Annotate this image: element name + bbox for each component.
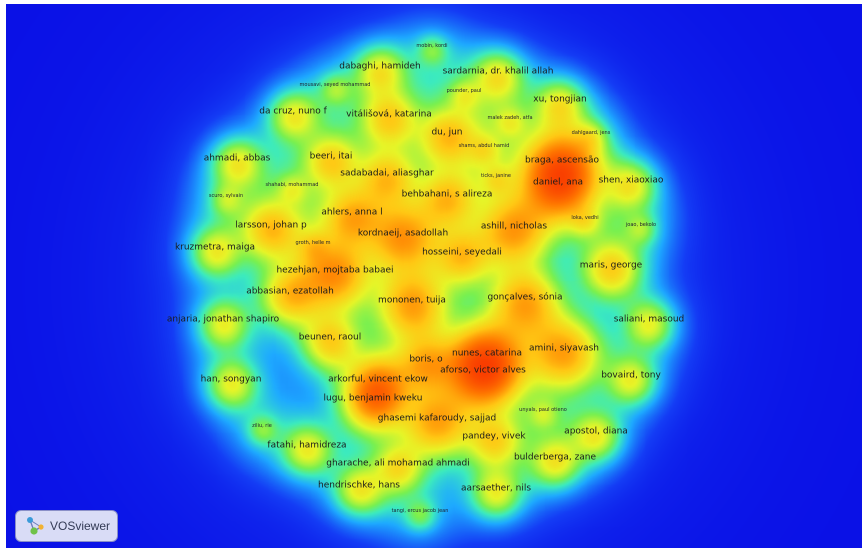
node-label[interactable]: kruzmetra, maiga (174, 242, 256, 253)
node-label[interactable]: malek zadeh, atfa (487, 115, 533, 121)
node-label[interactable]: fatahi, hamidreza (267, 440, 347, 451)
node-label[interactable]: sardarnia, dr. khalil allah (442, 66, 554, 77)
node-label[interactable]: ahmadi, abbas (203, 153, 271, 164)
node-label[interactable]: aarsaether, nils (460, 483, 532, 494)
node-label[interactable]: beunen, raoul (298, 332, 362, 343)
node-label[interactable]: braga, ascensão (525, 155, 599, 166)
node-label[interactable]: pandey, vivek (462, 431, 526, 442)
density-visualization[interactable]: mobin, kordi dabaghi, hamideh sardarnia, d… (6, 4, 862, 548)
node-label[interactable]: han, songyan (200, 374, 262, 385)
node-label[interactable]: sadabadai, aliasghar (340, 168, 434, 179)
node-label[interactable]: saliani, masoud (613, 314, 685, 325)
node-label[interactable]: larsson, johan p (235, 220, 307, 231)
node-label[interactable]: shen, xiaoxiao (598, 175, 664, 186)
node-label[interactable]: daniel, ana (533, 177, 583, 188)
node-label[interactable]: aforso, victor alves (440, 365, 526, 376)
node-label[interactable]: shahabi, mohammad (265, 182, 319, 188)
node-label[interactable]: ahlers, anna l (321, 207, 383, 218)
node-label[interactable]: pounder, paul (446, 88, 482, 94)
node-label[interactable]: du, jun (431, 127, 463, 138)
node-label[interactable]: groth, helle m (295, 240, 331, 246)
vosviewer-logo-icon (27, 517, 44, 535)
node-label[interactable]: dabaghi, hamideh (339, 61, 421, 72)
node-label[interactable]: bovaird, tony (601, 370, 661, 381)
node-label[interactable]: unyals, paul otieno (519, 407, 567, 413)
node-label[interactable]: boris, o (409, 354, 443, 365)
node-label[interactable]: vitálišová, katarina (346, 109, 432, 120)
node-label[interactable]: xu, tongjian (533, 94, 587, 105)
node-label[interactable]: hezehjan, mojtaba babaei (276, 265, 394, 276)
node-label[interactable]: hosseini, seyedali (422, 247, 502, 258)
node-label[interactable]: ghasemi kafaroudy, sajjad (377, 413, 497, 424)
node-label[interactable]: abbasian, ezatollah (246, 286, 334, 297)
node-label[interactable]: beeri, itai (309, 151, 353, 162)
node-label[interactable]: apostol, diana (564, 426, 628, 437)
node-label[interactable]: joao, bekolo (625, 222, 657, 228)
node-label[interactable]: tangi, ercus jacob jean (391, 508, 449, 514)
node-label[interactable]: mobin, kordi (416, 43, 448, 49)
node-label[interactable]: ashill, nicholas (480, 221, 548, 232)
brand-name: VOSviewer (50, 519, 111, 533)
node-label[interactable]: kordnaeij, asadollah (357, 228, 449, 239)
node-label[interactable]: loka, vedhi (571, 215, 599, 221)
node-label[interactable]: behbahani, s alireza (401, 189, 493, 200)
node-label[interactable]: ticks, janine (480, 173, 512, 179)
node-label[interactable]: amini, siyavash (529, 343, 599, 354)
node-label[interactable]: mousavi, seyed mohammad (299, 82, 371, 88)
node-label[interactable]: gonçalves, sónia (487, 292, 563, 303)
node-label[interactable]: shams, abdul hamid (458, 143, 510, 149)
node-label[interactable]: lugu, benjamin kweku (323, 393, 423, 404)
node-label[interactable]: gharache, ali mohamad ahmadi (326, 458, 470, 469)
node-label[interactable]: anjaria, jonathan shapiro (166, 314, 280, 325)
node-label[interactable]: nunes, catarina (452, 348, 522, 359)
node-label[interactable]: mononen, tuija (378, 295, 446, 306)
node-label[interactable]: ziliu, rie (252, 423, 272, 429)
node-label[interactable]: dahlgaard, jens (571, 130, 611, 136)
density-heatmap[interactable] (6, 4, 862, 548)
vosviewer-brand: VOSviewer (15, 510, 118, 542)
node-label[interactable]: maris, george (579, 260, 643, 271)
node-label[interactable]: hendrischke, hans (318, 480, 400, 491)
node-label[interactable]: arkorful, vincent ekow (328, 374, 428, 385)
node-label[interactable]: bulderberga, zane (513, 452, 597, 463)
node-label[interactable]: da cruz, nuno f (259, 106, 327, 117)
node-label[interactable]: scuro, sylvain (208, 193, 244, 199)
